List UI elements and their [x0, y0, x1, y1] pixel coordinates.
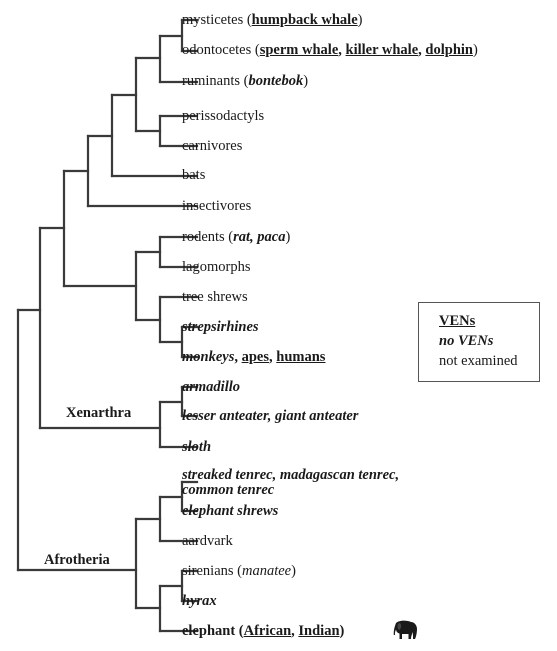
taxon-label-part: armadillo: [182, 379, 241, 395]
taxon-label-part: elephant (: [182, 623, 244, 639]
taxon-label-part: manatee: [242, 563, 292, 579]
taxon-label-part: hyrax: [182, 593, 217, 609]
clade-label-xenarthra: Xenarthra: [66, 405, 132, 421]
taxon-label-part: Indian: [298, 623, 340, 639]
elephant-icon: [393, 620, 417, 639]
taxon-label: insectivores: [182, 198, 251, 215]
clade-label-afrotheria: Afrotheria: [44, 552, 110, 568]
taxon-label: odontocetes (sperm whale, killer whale, …: [182, 42, 478, 59]
taxon-label-part: common tenrec: [182, 482, 275, 498]
taxon-label: aardvark: [182, 533, 233, 550]
taxon-label: monkeys, apes, humans: [182, 349, 325, 366]
taxon-label-part: ): [285, 229, 291, 245]
taxon-label-part: ): [472, 42, 478, 58]
taxon-label-part: ,: [338, 42, 346, 58]
taxon-label-part: aardvark: [182, 533, 233, 549]
taxon-label-part: odontocetes (: [182, 42, 260, 58]
taxon-label-part: ,: [269, 349, 277, 365]
taxon-label-part: carnivores: [182, 138, 243, 154]
taxon-label-part: ,: [291, 623, 299, 639]
taxon-label: elephant shrews: [182, 503, 278, 520]
taxon-label: armadillo: [182, 379, 240, 396]
taxon-label: hyrax: [182, 593, 217, 610]
taxon-label-part: ): [303, 73, 309, 89]
taxon-label-part: dolphin: [425, 42, 473, 58]
taxon-label-part: killer whale: [345, 42, 419, 58]
taxon-label-part: monkeys: [182, 349, 235, 365]
taxon-label: lagomorphs: [182, 259, 250, 276]
taxon-label: lesser anteater, giant anteater: [182, 408, 358, 425]
taxon-label: strepsirhines: [182, 319, 259, 336]
taxon-label: ruminants (bontebok): [182, 73, 308, 90]
taxon-label-part: mysticetes (: [182, 12, 252, 28]
taxon-label-part: rodents (: [182, 229, 234, 245]
legend-box: VENs no VENs not examined: [418, 302, 540, 382]
taxon-label: bats: [182, 167, 205, 184]
taxon-label: carnivores: [182, 138, 242, 155]
taxon-label-part: African: [243, 623, 292, 639]
taxon-label: mysticetes (humpback whale): [182, 12, 362, 29]
taxon-label-part: tree shrews: [182, 289, 248, 305]
taxon-label: perissodactyls: [182, 108, 264, 125]
taxon-label-part: streaked tenrec, madagascan tenrec,: [182, 467, 400, 483]
taxon-label-part: ,: [234, 349, 242, 365]
taxon-label-part: rat, paca: [233, 229, 286, 245]
taxon-label: streaked tenrec, madagascan tenrec,: [182, 467, 399, 484]
taxon-label: elephant (African, Indian): [182, 623, 344, 640]
legend-not-examined: not examined: [439, 353, 518, 369]
taxon-label-part: apes: [241, 349, 270, 365]
taxon-label-part: humpback whale: [251, 12, 358, 28]
taxon-label-part: sirenians (: [182, 563, 242, 579]
taxon-label-part: strepsirhines: [182, 319, 259, 335]
taxon-label-part: bats: [182, 167, 206, 183]
taxon-label: sirenians (manatee): [182, 563, 296, 580]
taxon-label-part: ): [339, 623, 345, 639]
taxon-label: tree shrews: [182, 289, 248, 306]
taxon-label-part: insectivores: [182, 198, 252, 214]
legend-vens: VENs: [439, 313, 476, 329]
taxon-label-part: lagomorphs: [182, 259, 251, 275]
taxon-label-part: ruminants (: [182, 73, 249, 89]
taxon-label-part: bontebok: [248, 73, 304, 89]
taxon-label-part: sloth: [182, 439, 212, 455]
taxon-label: sloth: [182, 439, 211, 456]
taxon-label-part: elephant shrews: [182, 503, 279, 519]
taxon-label-part: sperm whale: [259, 42, 339, 58]
taxon-label-part: perissodactyls: [182, 108, 265, 124]
taxon-label-part: lesser anteater, giant anteater: [182, 408, 359, 424]
taxon-label: common tenrec: [182, 482, 274, 499]
legend-no-vens: no VENs: [439, 333, 494, 349]
taxon-label: rodents (rat, paca): [182, 229, 290, 246]
taxon-label-part: ): [357, 12, 363, 28]
taxon-label-part: humans: [276, 349, 326, 365]
taxon-label-part: ): [291, 563, 296, 579]
taxon-label-part: ,: [418, 42, 426, 58]
